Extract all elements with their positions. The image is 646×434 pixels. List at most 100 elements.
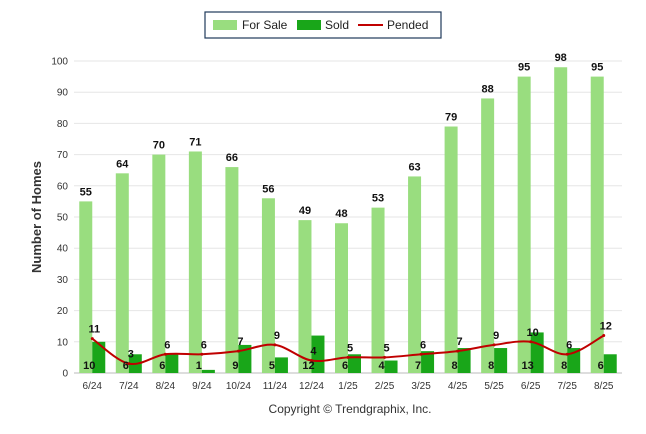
sold-label: 8 [561,360,567,372]
y-tick-label: 60 [57,181,69,192]
for-sale-bar [554,67,568,374]
for-sale-bar [335,223,348,373]
y-tick-label: 80 [57,119,69,130]
pended-label: 7 [237,336,243,348]
pended-label: 9 [274,330,280,342]
pended-point [456,349,460,353]
legend-swatch-for-sale [213,20,237,30]
y-tick-label: 40 [57,244,69,255]
pended-label: 6 [566,339,572,351]
x-tick-label: 7/25 [557,381,577,392]
pended-point [419,352,423,356]
sold-label: 6 [159,360,165,372]
for-sale-label: 95 [591,62,603,74]
sold-label: 6 [598,360,604,372]
sold-bar [274,357,288,373]
pended-label: 6 [201,339,207,351]
pended-point [383,355,387,359]
x-tick-label: 4/25 [448,381,468,392]
y-axis-label: Number of Homes [29,161,44,273]
x-tick-label: 3/25 [411,381,431,392]
for-sale-bar [225,167,239,373]
pended-point [492,343,496,347]
pended-point [273,343,277,347]
pended-label: 5 [383,342,389,354]
for-sale-bar [79,201,93,373]
for-sale-bar [152,154,166,373]
pended-label: 12 [600,321,612,333]
pended-point [565,352,569,356]
legend-box [204,11,442,39]
for-sale-label: 56 [262,183,274,195]
pended-point [346,355,350,359]
x-tick-label: 11/24 [263,381,288,392]
y-tick-label: 10 [57,337,69,348]
for-sale-label: 88 [482,83,494,95]
pended-label: 3 [128,349,134,361]
sold-bar [421,351,435,373]
axes: 0 10 20 30 40 50 60 70 80 90 100 6/24 7/24 8/24 9/24 10… [51,57,614,393]
pended-label: 10 [527,327,539,339]
sold-bar [165,354,179,373]
pended-point [602,334,606,338]
for-sale-bar [371,207,385,373]
bars [79,67,617,374]
pended-label: 6 [420,339,426,351]
y-tick-label: 90 [57,88,69,99]
pended-point [236,349,240,353]
y-tick-label: 30 [57,275,69,286]
for-sale-bar [517,76,531,373]
for-sale-bar [481,98,495,373]
pended-label: 5 [347,342,353,354]
y-tick-label: 0 [62,369,68,380]
pended-point [127,362,131,366]
x-tick-label: 9/24 [192,381,212,392]
pended-label: 7 [457,336,463,348]
x-tick-label: 1/25 [338,381,358,392]
sold-label: 5 [269,360,275,372]
sold-label: 8 [488,360,494,372]
legend-swatch-sold [297,20,321,30]
x-tick-label: 10/24 [226,381,251,392]
for-sale-label: 48 [335,208,347,220]
x-tick-label: 8/24 [156,381,176,392]
x-tick-label: 8/25 [594,381,614,392]
pended-label: 9 [493,330,499,342]
for-sale-bar [298,220,312,373]
for-sale-label: 71 [189,136,201,148]
sold-label: 13 [522,360,534,372]
sold-bar [348,354,361,373]
sold-label: 8 [452,360,458,372]
sold-label: 4 [378,360,385,372]
for-sale-label: 95 [518,62,530,74]
sold-bar [92,341,106,373]
for-sale-bar [188,151,202,373]
pended-label: 6 [164,339,170,351]
for-sale-bar [115,173,129,373]
sold-label: 12 [302,360,314,372]
for-sale-label: 70 [153,140,165,152]
sold-bar [201,369,215,373]
sold-bar [384,360,398,373]
x-tick-label: 6/25 [521,381,541,392]
y-tick-label: 100 [51,57,68,68]
sold-label: 1 [196,360,202,372]
x-tick-label: 12/24 [299,381,324,392]
for-sale-bar [590,76,604,373]
x-tick-label: 6/24 [83,381,103,392]
sold-label: 10 [83,360,95,372]
for-sale-bar [261,198,275,373]
x-tick-label: 7/24 [119,381,139,392]
pended-point [90,337,94,341]
for-sale-bar [408,176,422,373]
x-tick-label: 5/25 [484,381,504,392]
pended-point [309,359,313,363]
for-sale-label: 98 [555,52,567,64]
sold-label: 6 [123,360,129,372]
for-sale-bar [444,126,458,374]
pended-label: 11 [88,324,100,336]
y-tick-label: 50 [57,213,69,224]
